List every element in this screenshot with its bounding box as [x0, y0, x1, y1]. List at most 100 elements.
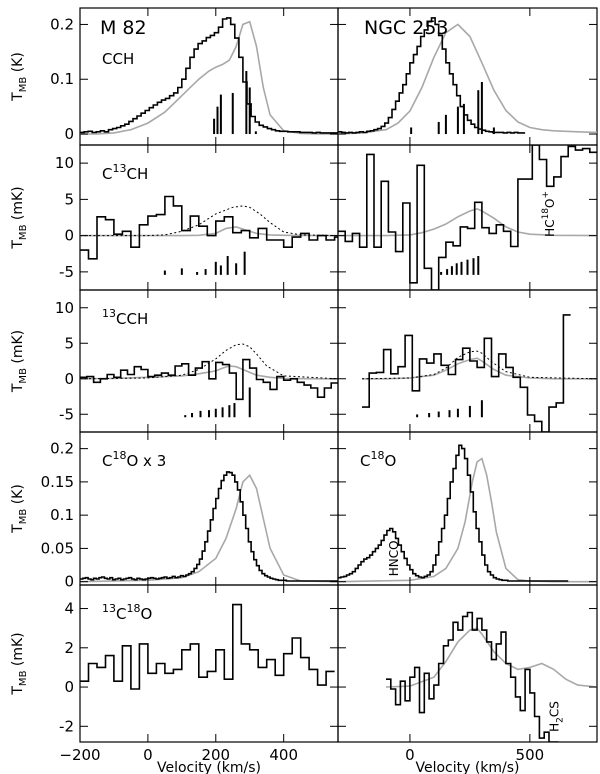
molecule-label: 13CCH [102, 307, 148, 328]
y-label-main: T [10, 240, 26, 250]
model-fit-line [338, 23, 597, 135]
y-tick-label: -2 [59, 717, 74, 735]
y-label-sub: MB [18, 670, 29, 686]
y-label-unit: (K) [10, 484, 26, 509]
molecule-label: C18O [360, 449, 396, 470]
model-scaled-dotted-line [361, 350, 597, 380]
model-fit-line [80, 226, 338, 237]
molecule-label: C18O x 3 [102, 449, 166, 470]
plot-area [80, 471, 338, 583]
y-tick-label: 0.05 [41, 539, 74, 557]
panel-r3-c0: 0 0.05 0.1 0.15 0.2 C18O x 3 TMB (K) [10, 431, 339, 591]
observed-spectrum [80, 471, 338, 582]
x-axis-title: Velocity (km/s) [157, 760, 261, 774]
y-tick-label: 2 [64, 639, 74, 657]
observed-spectrum [338, 145, 597, 290]
plot-area [80, 17, 338, 135]
galaxy-title: NGC 253 [364, 17, 449, 39]
y-axis-label: TMB (mK) [10, 330, 29, 393]
y-label-main: T [10, 686, 26, 696]
y-axis-label: TMB (K) [10, 484, 29, 534]
y-axis-label: TMB (mK) [10, 632, 29, 695]
y-tick-label: 0.1 [50, 70, 74, 88]
y-label-unit: (K) [10, 52, 26, 77]
molecule-label: 13C18O [102, 602, 152, 623]
model-fit-line [385, 627, 597, 688]
panel-r0-c1: NGC 253 [337, 7, 598, 146]
plot-area [80, 603, 335, 690]
y-axis-label: TMB (K) [10, 52, 29, 102]
molecule-label: C13CH [102, 162, 148, 183]
x-tick-label: 500 [516, 746, 545, 764]
y-label-sub: MB [18, 368, 29, 384]
y-label-unit: (mK) [10, 632, 26, 670]
model-fit-line [338, 457, 597, 583]
model-scaled-dotted-line [80, 205, 338, 237]
model-fit-line [80, 473, 338, 583]
y-label-main: T [10, 524, 26, 534]
panel-r3-c1: C18O HNCO [337, 431, 598, 586]
panel-r4-c1: H2CS [337, 584, 598, 743]
plot-area [361, 314, 597, 432]
x-tick-label: 0 [405, 746, 415, 764]
line-annotation: HC18O+ [541, 191, 557, 237]
y-tick-label: -5 [59, 263, 74, 281]
y-tick-label: 0 [64, 227, 74, 245]
observed-spectrum [338, 17, 526, 134]
panel-r0-c0: 0 0.1 0.2 CCH M 82 TMB (K) [10, 7, 339, 146]
y-tick-label: 0 [64, 370, 74, 388]
x-tick-label: −200 [59, 746, 100, 764]
y-tick-label: 4 [64, 600, 74, 618]
y-label-unit: (mK) [10, 186, 26, 224]
plot-area [338, 444, 597, 583]
plot-area [338, 145, 597, 290]
molecule-label: CCH [102, 50, 134, 68]
panel-r2-c0: -5 0 5 10 13CCH TMB (mK) [10, 289, 339, 433]
x-axis-title: Velocity (km/s) [415, 760, 519, 774]
y-label-sub: MB [18, 509, 29, 525]
observed-spectrum [80, 603, 335, 690]
y-tick-label: 10 [55, 299, 74, 317]
x-tick-label: 0 [143, 746, 153, 764]
observed-spectrum [338, 444, 569, 582]
x-tick-label: 400 [269, 746, 298, 764]
y-tick-label: 5 [64, 190, 74, 208]
y-label-main: T [10, 383, 26, 393]
line-annotation: HNCO [387, 540, 401, 576]
plot-area [385, 611, 597, 742]
model-fit-line [338, 207, 597, 237]
y-label-sub: MB [18, 224, 29, 240]
y-label-sub: MB [18, 77, 29, 93]
y-tick-label: 0.15 [41, 473, 74, 491]
y-tick-label: 0 [64, 573, 74, 591]
y-tick-label: 5 [64, 334, 74, 352]
y-axis-label: TMB (mK) [10, 186, 29, 249]
plot-area [80, 343, 338, 418]
observed-spectrum [362, 314, 571, 432]
y-tick-label: 10 [55, 154, 74, 172]
panel-r1-c1: HC18O+ [337, 144, 598, 291]
y-tick-label: 0 [64, 125, 74, 143]
galaxy-title: M 82 [100, 17, 147, 39]
y-tick-label: -5 [59, 405, 74, 423]
line-annotation: H2CS [548, 701, 566, 732]
panel-r4-c0: -2 0 2 4 13C18O TMB (mK) [10, 584, 339, 743]
y-tick-label: 0.2 [50, 440, 74, 458]
panel-r2-c1 [337, 289, 598, 433]
observed-spectrum [386, 611, 559, 742]
y-tick-label: 0 [64, 678, 74, 696]
model-fit-line [362, 357, 597, 380]
panel-frame [337, 584, 598, 743]
panel-r1-c0: -5 0 5 10 C13CH TMB (mK) [10, 144, 339, 291]
observed-spectrum [80, 195, 338, 260]
y-tick-label: 0.2 [50, 15, 74, 33]
observed-spectrum [80, 17, 338, 134]
x-tick-label: 200 [201, 746, 230, 764]
observed-spectrum [80, 358, 338, 401]
plot-area [80, 195, 338, 275]
y-label-unit: (mK) [10, 330, 26, 368]
y-tick-label: 0.1 [50, 506, 74, 524]
